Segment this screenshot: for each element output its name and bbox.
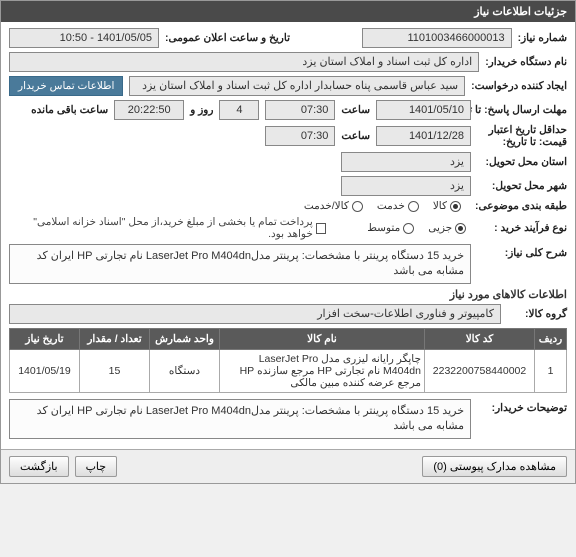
radio-service-label: خدمت <box>377 200 405 212</box>
print-button[interactable]: چاپ <box>75 456 118 477</box>
row-reply-deadline: مهلت ارسال پاسخ: تا تاریخ: 1401/05/10 سا… <box>9 100 567 120</box>
row-summary: شرح کلی نیاز: خرید 15 دستگاه پرینتر با م… <box>9 244 567 284</box>
purchase-type-label: نوع فرآیند خرید : <box>472 222 567 234</box>
cell-date: 1401/05/19 <box>10 350 80 393</box>
announce-value: 1401/05/05 - 10:50 <box>9 28 159 48</box>
radio-medium-label: متوسط <box>367 222 400 234</box>
details-panel: جزئیات اطلاعات نیاز شماره نیاز: 11010034… <box>0 0 576 484</box>
row-city: شهر محل تحویل: یزد <box>9 176 567 196</box>
row-purchase-type: نوع فرآیند خرید : جزیی متوسط پرداخت تمام… <box>9 216 567 240</box>
row-province: استان محل تحویل: یزد <box>9 152 567 172</box>
row-group: گروه کالا: کامپیوتر و فناوری اطلاعات-سخت… <box>9 304 567 324</box>
panel-body: شماره نیاز: 1101003466000013 تاریخ و ساع… <box>1 22 575 449</box>
countdown-value: 20:22:50 <box>114 100 184 120</box>
buyer-value: اداره کل ثبت اسناد و املاک استان یزد <box>9 52 479 72</box>
items-table-body: 1 2232200758440002 چاپگر رایانه لیزری مد… <box>10 350 567 393</box>
col-code: کد کالا <box>425 329 535 350</box>
col-qty: تعداد / مقدار <box>80 329 150 350</box>
buyer-notes-text: خرید 15 دستگاه پرینتر با مشخصات: پرینتر … <box>9 399 471 439</box>
radio-medium[interactable]: متوسط <box>367 222 414 234</box>
radio-medium-indicator <box>403 223 414 234</box>
row-buyer: نام دستگاه خریدار: اداره کل ثبت اسناد و … <box>9 52 567 72</box>
announce-label: تاریخ و ساعت اعلان عمومی: <box>165 32 290 44</box>
buyer-label: نام دستگاه خریدار: <box>485 56 567 68</box>
group-label: گروه کالا: <box>507 308 567 320</box>
col-date: تاریخ نیاز <box>10 329 80 350</box>
radio-service-indicator <box>408 201 419 212</box>
radio-partial-indicator <box>455 223 466 234</box>
bottom-bar: مشاهده مدارک پیوستی (0) چاپ بازگشت <box>1 449 575 483</box>
items-table-head: ردیف کد کالا نام کالا واحد شمارش تعداد /… <box>10 329 567 350</box>
requester-label: ایجاد کننده درخواست: <box>471 80 567 92</box>
buyer-notes-label: توضیحات خریدار: <box>477 399 567 414</box>
payment-note-text: پرداخت تمام یا بخشی از مبلغ خرید،از محل … <box>9 216 313 240</box>
row-buyer-notes: توضیحات خریدار: خرید 15 دستگاه پرینتر با… <box>9 399 567 439</box>
col-unit: واحد شمارش <box>150 329 220 350</box>
checkbox-treasury[interactable]: پرداخت تمام یا بخشی از مبلغ خرید،از محل … <box>9 216 326 240</box>
cell-name: چاپگر رایانه لیزری مدل LaserJet Pro M404… <box>220 350 425 393</box>
table-row: 1 2232200758440002 چاپگر رایانه لیزری مد… <box>10 350 567 393</box>
need-number-value: 1101003466000013 <box>362 28 512 48</box>
purchase-type-radio-group: جزیی متوسط پرداخت تمام یا بخشی از مبلغ خ… <box>9 216 466 240</box>
validity-time: 07:30 <box>265 126 335 146</box>
radio-service[interactable]: خدمت <box>377 200 419 212</box>
requester-value: سید عباس قاسمی پناه حسابدار اداره کل ثبت… <box>129 76 465 96</box>
row-requester: ایجاد کننده درخواست: سید عباس قاسمی پناه… <box>9 76 567 96</box>
validity-date: 1401/12/28 <box>376 126 471 146</box>
col-name: نام کالا <box>220 329 425 350</box>
row-price-validity: حداقل تاریخ اعتبار قیمت: تا تاریخ: 1401/… <box>9 124 567 148</box>
radio-both[interactable]: کالا/خدمت <box>304 200 363 212</box>
radio-partial-label: جزیی <box>428 222 452 234</box>
category-radio-group: کالا خدمت کالا/خدمت <box>304 200 461 212</box>
radio-both-label: کالا/خدمت <box>304 200 349 212</box>
items-section-header: اطلاعات کالاهای مورد نیاز <box>9 288 567 301</box>
col-idx: ردیف <box>535 329 567 350</box>
deadline-label-line1: حداقل تاریخ اعتبار <box>489 124 567 136</box>
radio-both-indicator <box>352 201 363 212</box>
group-value: کامپیوتر و فناوری اطلاعات-سخت افزار <box>9 304 501 324</box>
city-value: یزد <box>341 176 471 196</box>
category-label: طبقه بندی موضوعی: <box>467 200 567 212</box>
summary-label: شرح کلی نیاز: <box>477 244 567 259</box>
cell-qty: 15 <box>80 350 150 393</box>
panel-title: جزئیات اطلاعات نیاز <box>1 1 575 22</box>
row-category: طبقه بندی موضوعی: کالا خدمت کالا/خدمت <box>9 200 567 212</box>
price-validity-label: حداقل تاریخ اعتبار قیمت: تا تاریخ: <box>477 124 567 148</box>
reply-date: 1401/05/10 <box>376 100 471 120</box>
back-button[interactable]: بازگشت <box>9 456 69 477</box>
items-table: ردیف کد کالا نام کالا واحد شمارش تعداد /… <box>9 328 567 393</box>
cell-unit: دستگاه <box>150 350 220 393</box>
province-value: یزد <box>341 152 471 172</box>
radio-partial[interactable]: جزیی <box>428 222 466 234</box>
remain-label: ساعت باقی مانده <box>31 104 108 116</box>
radio-goods-label: کالا <box>433 200 447 212</box>
days-label: روز و <box>190 104 213 116</box>
row-need-number: شماره نیاز: 1101003466000013 تاریخ و ساع… <box>9 28 567 48</box>
cell-idx: 1 <box>535 350 567 393</box>
cell-code: 2232200758440002 <box>425 350 535 393</box>
reply-time: 07:30 <box>265 100 335 120</box>
need-number-label: شماره نیاز: <box>518 32 567 44</box>
contact-buyer-button[interactable]: اطلاعات تماس خریدار <box>9 76 123 96</box>
attachments-button[interactable]: مشاهده مدارک پیوستی (0) <box>422 456 567 477</box>
time-label-2: ساعت <box>341 130 370 142</box>
deadline-label-line2: قیمت: تا تاریخ: <box>503 136 567 148</box>
time-label-1: ساعت <box>341 104 370 116</box>
bottom-right-buttons: چاپ بازگشت <box>9 456 117 477</box>
radio-goods[interactable]: کالا <box>433 200 461 212</box>
summary-text: خرید 15 دستگاه پرینتر با مشخصات: پرینتر … <box>9 244 471 284</box>
checkbox-treasury-indicator <box>316 223 326 234</box>
radio-goods-indicator <box>450 201 461 212</box>
reply-deadline-label: مهلت ارسال پاسخ: تا تاریخ: <box>477 104 567 116</box>
days-value: 4 <box>219 100 259 120</box>
city-label: شهر محل تحویل: <box>477 180 567 192</box>
province-label: استان محل تحویل: <box>477 156 567 168</box>
